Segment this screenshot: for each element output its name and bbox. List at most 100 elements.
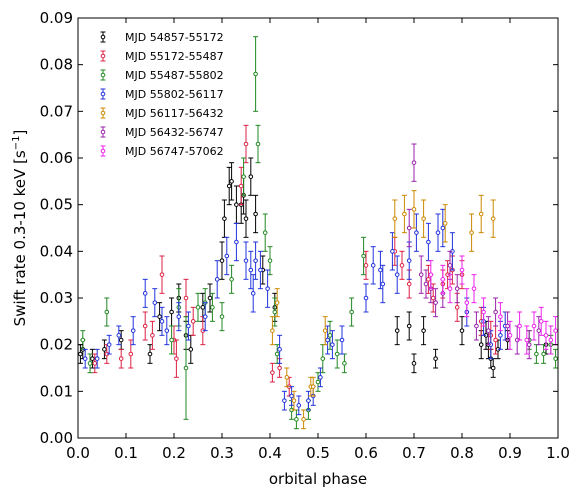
y-axis-label-main: Swift rate 0.3-10 keV [s bbox=[11, 150, 29, 326]
data-point bbox=[142, 311, 148, 341]
data-point bbox=[219, 302, 225, 332]
data-point bbox=[361, 236, 367, 276]
data-point bbox=[447, 274, 453, 304]
data-point bbox=[471, 274, 477, 304]
data-point bbox=[80, 330, 86, 350]
data-point bbox=[159, 255, 165, 294]
data-point bbox=[435, 213, 441, 252]
legend-item: MJD 56747-57062 bbox=[100, 145, 224, 158]
legend-item: MJD 55172-55487 bbox=[100, 50, 224, 63]
x-tick-label: 0.3 bbox=[210, 444, 234, 462]
data-point bbox=[248, 250, 254, 290]
data-point bbox=[147, 344, 153, 364]
data-point bbox=[421, 199, 427, 238]
data-point bbox=[490, 199, 496, 238]
data-point bbox=[202, 302, 208, 332]
data-point bbox=[221, 199, 227, 238]
series-7 bbox=[428, 255, 559, 355]
y-axis-label-close: ] bbox=[11, 130, 29, 136]
data-point bbox=[493, 297, 499, 327]
data-point bbox=[92, 353, 98, 374]
data-point bbox=[406, 311, 412, 341]
data-point bbox=[473, 311, 479, 341]
x-tick-label: 0.2 bbox=[162, 444, 186, 462]
data-point bbox=[272, 297, 278, 327]
data-point bbox=[87, 353, 93, 374]
data-point bbox=[454, 274, 460, 304]
data-point bbox=[531, 311, 537, 341]
data-point bbox=[233, 222, 239, 262]
x-tick-label: 0.7 bbox=[402, 444, 426, 462]
data-point bbox=[152, 288, 158, 318]
y-tick-label: 0.08 bbox=[40, 56, 73, 74]
data-point bbox=[183, 278, 189, 318]
data-point bbox=[238, 166, 244, 206]
data-points-layer bbox=[77, 36, 559, 430]
data-point bbox=[553, 348, 559, 369]
data-point bbox=[481, 297, 487, 327]
data-point bbox=[317, 367, 323, 388]
data-point bbox=[421, 316, 427, 346]
data-point bbox=[229, 264, 235, 294]
data-point bbox=[159, 306, 165, 336]
y-tick-label: 0.01 bbox=[40, 382, 73, 400]
data-point bbox=[248, 157, 254, 196]
y-axis-label: Swift rate 0.3-10 keV [s−1] bbox=[11, 130, 29, 327]
data-point bbox=[169, 297, 175, 327]
data-point bbox=[541, 344, 547, 364]
data-point bbox=[253, 194, 259, 234]
x-tick-label: 0.5 bbox=[306, 444, 330, 462]
y-tick-label: 0.07 bbox=[40, 102, 73, 120]
data-point bbox=[226, 166, 232, 206]
data-point bbox=[428, 260, 434, 290]
data-point bbox=[380, 264, 386, 304]
data-point bbox=[219, 241, 225, 280]
data-point bbox=[469, 213, 475, 252]
data-point bbox=[442, 204, 448, 243]
data-point bbox=[497, 302, 503, 332]
data-point bbox=[293, 409, 299, 430]
data-point bbox=[209, 292, 215, 322]
y-tick-label: 0.03 bbox=[40, 289, 73, 307]
data-point bbox=[370, 246, 376, 285]
data-point bbox=[399, 250, 405, 280]
series-5 bbox=[269, 190, 496, 430]
data-point bbox=[277, 334, 283, 364]
data-point bbox=[185, 311, 191, 341]
data-point bbox=[517, 311, 523, 341]
data-point bbox=[233, 185, 239, 224]
data-point bbox=[281, 390, 287, 411]
data-point bbox=[505, 311, 511, 341]
y-tick-label: 0.09 bbox=[40, 9, 73, 27]
data-point bbox=[243, 124, 249, 164]
data-point bbox=[253, 241, 259, 280]
data-point bbox=[214, 260, 220, 299]
data-point bbox=[363, 283, 369, 313]
data-point bbox=[411, 190, 417, 229]
legend-label: MJD 56432-56747 bbox=[125, 126, 224, 139]
y-tick-label: 0.04 bbox=[40, 242, 73, 260]
data-point bbox=[106, 334, 112, 355]
data-point bbox=[142, 278, 148, 308]
data-point bbox=[269, 316, 275, 346]
data-point bbox=[329, 330, 335, 360]
data-point bbox=[406, 241, 412, 280]
data-point bbox=[478, 194, 484, 234]
data-point bbox=[243, 199, 249, 238]
legend-label: MJD 55802-56117 bbox=[125, 88, 224, 101]
data-point bbox=[301, 409, 307, 430]
legend-item: MJD 56117-56432 bbox=[100, 107, 224, 120]
data-point bbox=[130, 316, 136, 346]
series-2 bbox=[92, 124, 499, 397]
data-point bbox=[334, 339, 340, 369]
data-point bbox=[291, 390, 297, 411]
data-point bbox=[377, 250, 383, 290]
data-point bbox=[389, 232, 395, 271]
data-point bbox=[253, 36, 259, 112]
data-point bbox=[533, 344, 539, 364]
y-tick-label: 0.05 bbox=[40, 196, 73, 214]
data-point bbox=[265, 269, 271, 308]
data-point bbox=[169, 325, 175, 355]
data-point bbox=[284, 367, 290, 388]
